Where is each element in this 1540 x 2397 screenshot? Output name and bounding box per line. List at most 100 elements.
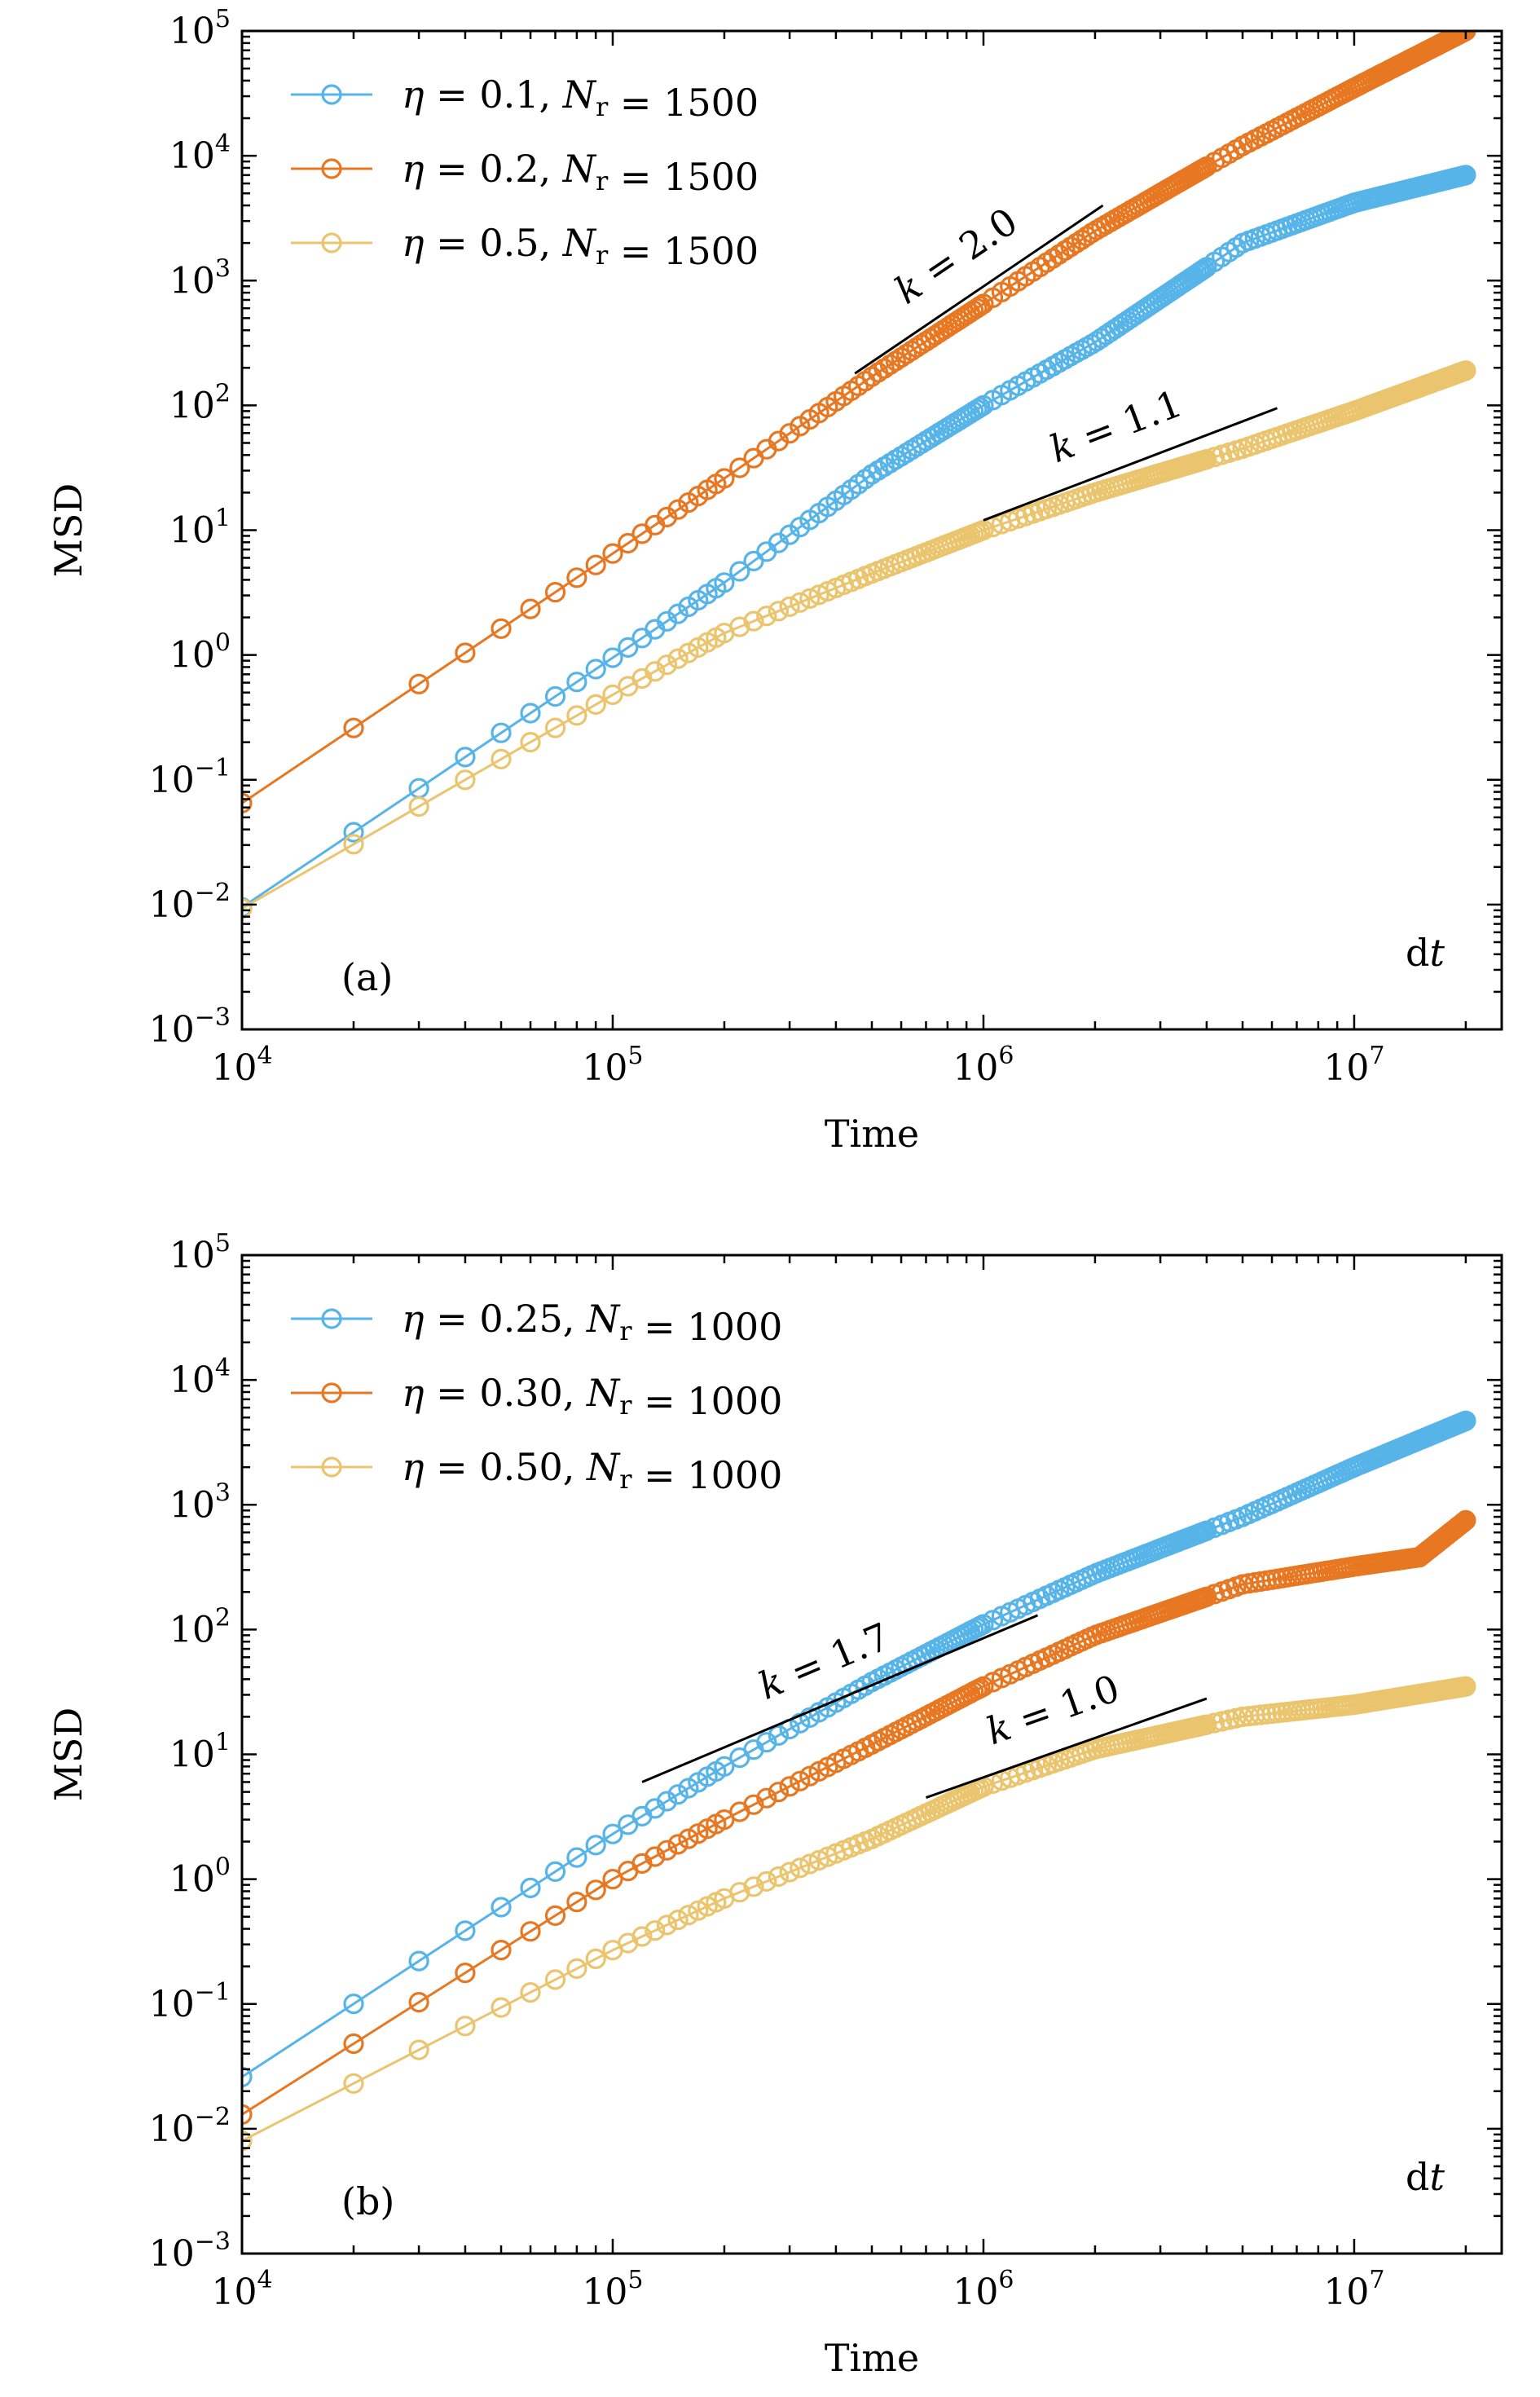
data-point <box>408 2039 429 2060</box>
data-point <box>1071 229 1093 250</box>
data-point <box>566 567 587 588</box>
data-point <box>656 1915 678 1936</box>
data-point <box>618 532 639 554</box>
x-tick-label: 104 <box>211 2266 272 2313</box>
data-point <box>645 1846 666 1867</box>
data-point <box>1455 165 1476 186</box>
data-point <box>808 1849 829 1871</box>
legend-marker <box>321 1382 342 1403</box>
data-point <box>714 1756 735 1777</box>
legend-label: η = 0.30, Nr = 1000 <box>402 1371 782 1423</box>
data-point <box>455 1920 476 1941</box>
data-point <box>566 1892 587 1913</box>
data-point <box>779 596 800 617</box>
data-point <box>585 1835 606 1856</box>
y-tick-label: 10−2 <box>149 2103 231 2150</box>
y-tick-label: 100 <box>169 629 231 676</box>
data-point <box>779 423 800 444</box>
data-point <box>714 468 735 489</box>
data-point <box>779 1862 800 1883</box>
data-point <box>790 592 811 613</box>
data-point <box>678 1905 699 1926</box>
data-point <box>242 2066 253 2087</box>
legend: η = 0.25, Nr = 1000 η = 0.30, Nr = 1000 η … <box>291 1297 782 1497</box>
data-point <box>779 1776 800 1797</box>
data-point <box>566 1958 587 1979</box>
data-point <box>1196 1714 1217 1735</box>
series-0 <box>242 165 1476 918</box>
slope-label: k = 2.0 <box>887 199 1025 312</box>
data-point <box>408 795 429 817</box>
slope-line <box>925 1697 1208 1800</box>
y-tick-label: 102 <box>169 1603 231 1650</box>
data-point <box>1203 1712 1225 1734</box>
data-point <box>491 748 512 770</box>
data-point <box>667 648 689 669</box>
data-point <box>602 684 623 706</box>
data-point <box>343 822 364 843</box>
data-point <box>678 642 699 663</box>
data-point <box>408 673 429 694</box>
legend-label: η = 0.50, Nr = 1000 <box>402 1445 782 1497</box>
data-point <box>544 685 566 707</box>
data-point <box>1455 1410 1476 1431</box>
data-point <box>566 1847 587 1868</box>
slope-line <box>983 407 1278 522</box>
data-point <box>656 1840 678 1861</box>
panel-label: (b) <box>341 2179 394 2223</box>
data-point <box>743 610 764 632</box>
y-tick-label: 105 <box>169 1229 231 1276</box>
data-point <box>895 343 917 364</box>
x-tick-label: 106 <box>953 1042 1014 1089</box>
data-point <box>756 606 777 627</box>
x-tick-label: 107 <box>1323 1042 1384 1089</box>
legend-marker <box>321 158 342 179</box>
y-tick-label: 102 <box>169 379 231 426</box>
data-point <box>544 581 566 603</box>
data-point <box>544 1861 566 1882</box>
y-tick-label: 10−2 <box>149 879 231 926</box>
data-point <box>520 1982 541 2003</box>
series-2 <box>242 360 1476 919</box>
x-tick-label: 105 <box>582 2266 643 2313</box>
data-point <box>491 1897 512 1918</box>
x-tick-label: 104 <box>211 1042 272 1089</box>
y-tick-label: 10−3 <box>149 1003 231 1051</box>
data-point <box>585 694 606 716</box>
y-tick-label: 104 <box>169 1354 231 1401</box>
data-point <box>729 1882 750 1903</box>
data-point <box>743 1794 764 1815</box>
data-point <box>566 672 587 693</box>
data-point <box>585 1948 606 1969</box>
data-point <box>645 1920 666 1941</box>
y-tick-label: 105 <box>169 5 231 52</box>
legend-label: η = 0.25, Nr = 1000 <box>402 1297 782 1349</box>
slope-label: k = 1.1 <box>1044 381 1188 472</box>
data-point <box>790 1770 811 1791</box>
data-point <box>768 1725 790 1746</box>
data-point <box>656 654 678 676</box>
y-tick-label: 103 <box>169 254 231 302</box>
chart-panel-a: 104 105 106 107 10−3 10−2 10−1 100 101 102 103 104 1… <box>46 5 1503 1156</box>
data-point <box>729 561 750 582</box>
data-point <box>455 769 476 791</box>
series-line <box>242 1419 1467 2078</box>
data-point <box>585 659 606 680</box>
data-point <box>1455 360 1476 381</box>
ticks <box>240 1254 1502 2255</box>
data-point <box>631 1926 653 1947</box>
data-point <box>602 1823 623 1844</box>
y-axis-label: MSD <box>46 1707 90 1802</box>
data-point <box>667 499 689 520</box>
data-point <box>455 2016 476 2037</box>
series-line <box>242 1519 1467 2116</box>
data-point <box>602 1869 623 1890</box>
data-point <box>455 642 476 663</box>
data-point <box>491 1940 512 1961</box>
legend-label: η = 0.5, Nr = 1500 <box>402 221 759 273</box>
series-line <box>242 174 1467 909</box>
legend-marker <box>321 1456 342 1478</box>
data-point <box>678 1828 699 1849</box>
data-point <box>714 572 735 593</box>
data-point <box>544 717 566 738</box>
